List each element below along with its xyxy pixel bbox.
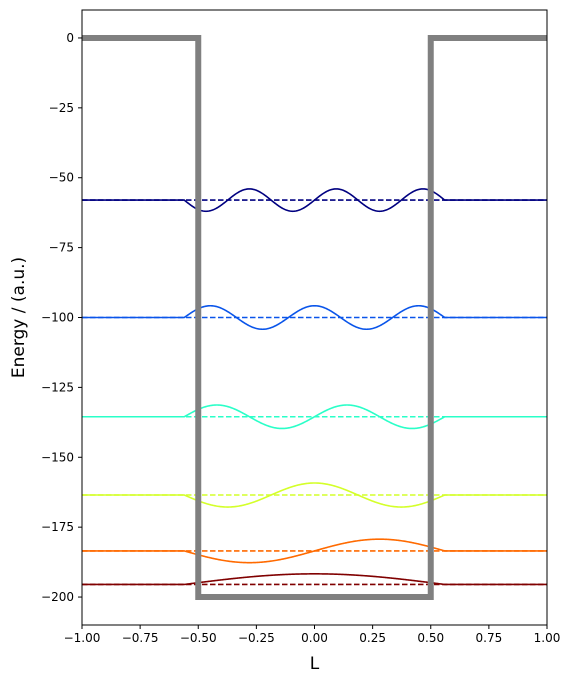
wavefunction-curve-5	[82, 304, 547, 331]
y-axis-label: Energy / (a.u.)	[9, 257, 29, 378]
potential-layer	[82, 34, 547, 601]
x-tick-label: −0.75	[122, 631, 159, 645]
series-layer	[82, 188, 547, 586]
x-tick-label: 0.75	[476, 631, 503, 645]
y-tick-label: −200	[41, 590, 74, 604]
y-tick-label: −50	[49, 171, 74, 185]
wavefunction-curve-2	[82, 538, 547, 564]
x-tick-label: 1.00	[534, 631, 561, 645]
x-tick-label: 0.50	[417, 631, 444, 645]
y-tick-label: 0	[66, 31, 74, 45]
potential-well-curve	[82, 34, 547, 601]
x-axis-label: L	[310, 654, 320, 674]
x-tick-label: 0.00	[301, 631, 328, 645]
wavefunction-curve-6	[82, 188, 547, 213]
y-tick-label: −175	[41, 520, 74, 534]
wavefunction-curve-1	[82, 573, 547, 586]
y-tick-label: −150	[41, 450, 74, 464]
wavefunction-curve-4	[82, 404, 547, 430]
x-tick-label: −0.50	[180, 631, 217, 645]
x-axis: −1.00 −0.75 −0.50 −0.25 0.00 0.25 0.50 0.75 1.00	[64, 625, 561, 645]
x-tick-label: −1.00	[64, 631, 101, 645]
y-axis: 0 −25 −50 −75 −100 −125 −150 −175 −200	[41, 31, 82, 604]
x-tick-label: −0.25	[238, 631, 275, 645]
y-tick-label: −125	[41, 380, 74, 394]
y-tick-label: −25	[49, 101, 74, 115]
y-tick-label: −100	[41, 311, 74, 325]
x-tick-label: 0.25	[359, 631, 386, 645]
y-tick-label: −75	[49, 241, 74, 255]
wavefunction-curve-3	[82, 482, 547, 508]
